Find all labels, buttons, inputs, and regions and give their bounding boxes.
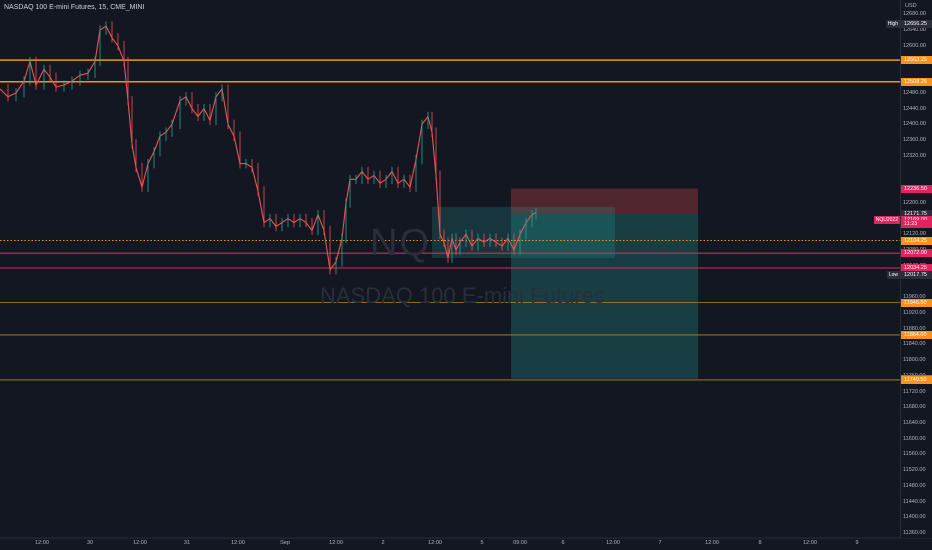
price-tag-side-label: NQU2022 — [873, 215, 900, 224]
price-tag: 12104.25 — [901, 236, 932, 245]
time-tick-label: 12:00 — [606, 540, 620, 546]
stop-zone — [511, 188, 698, 215]
time-tick-label: 12:00 — [329, 540, 343, 546]
price-tag: 11946.50 — [901, 298, 932, 307]
price-tag: 12034.25 — [901, 264, 932, 273]
price-tag: 12017.75 — [901, 270, 932, 279]
price-tag-side-label: Low — [886, 270, 900, 279]
price-tick-label: 11960.00 — [903, 294, 926, 301]
watermark-name: NASDAQ 100 E-mini Futures — [320, 283, 605, 308]
price-tag: 12656.25 — [901, 19, 932, 28]
price-tag: 11864.00 — [901, 330, 932, 339]
price-tag: 12508.25 — [901, 77, 932, 86]
price-tick-label: 11520.00 — [903, 467, 926, 474]
price-tag: 12072.00 — [901, 249, 932, 258]
price-tag: 12171.75 — [901, 210, 932, 218]
price-tick-label: 12600.00 — [903, 42, 926, 49]
time-tick-label: 31 — [183, 540, 191, 546]
price-tag-side-label: High — [885, 19, 900, 28]
time-tick-label: 12:00 — [231, 540, 245, 546]
time-tick-label: 6 — [561, 540, 565, 546]
price-tick-label: 12120.00 — [903, 231, 926, 238]
time-tick-label: 7 — [658, 540, 662, 546]
time-tick-label: 12:00 — [705, 540, 719, 546]
price-tick-label: 12440.00 — [903, 105, 926, 112]
price-tick-label: 11640.00 — [903, 419, 926, 426]
time-tick-label: 09:00 — [513, 540, 527, 546]
time-tick-label: 5 — [480, 540, 484, 546]
time-tick-label: 8 — [758, 540, 762, 546]
time-tick-label: Sep — [280, 540, 290, 546]
price-tick-label: 12480.00 — [903, 89, 926, 96]
price-tick-label: 11800.00 — [903, 357, 926, 364]
price-tick-label: 11680.00 — [903, 404, 926, 411]
price-tag: 11:23 — [901, 219, 932, 228]
time-tick-label: 2 — [381, 540, 385, 546]
time-tick-label: 30 — [86, 540, 94, 546]
price-tick-label: 11400.00 — [903, 514, 926, 521]
price-tick-label: 12360.00 — [903, 137, 926, 144]
price-tick-label: 12200.00 — [903, 199, 926, 206]
price-tick-label: 12640.00 — [903, 27, 926, 33]
currency-label: USD — [905, 3, 917, 9]
price-tick-label: 11600.00 — [903, 435, 926, 442]
price-tick-label: 11360.00 — [903, 530, 926, 536]
time-tick-label: 12:00 — [133, 540, 147, 546]
price-tick-label: 11560.00 — [903, 451, 926, 458]
price-tick-label: 11440.00 — [903, 498, 926, 505]
price-tick-label: 11480.00 — [903, 482, 926, 489]
price-tick-label: 11920.00 — [903, 309, 926, 316]
price-tag: 11749.50 — [901, 375, 932, 384]
price-tick-label: 11720.00 — [903, 388, 926, 395]
symbol-title: NASDAQ 100 E-mini Futures, 15, CME_MINI — [4, 4, 145, 11]
price-tick-label: 11880.00 — [903, 325, 926, 332]
watermark-ticker: NQ — [370, 222, 431, 264]
price-tick-label: 12320.00 — [903, 152, 926, 159]
price-line — [0, 25, 537, 271]
target-zone — [511, 214, 698, 379]
price-tag: 12563.25 — [901, 56, 932, 65]
time-tick-label: 12:00 — [803, 540, 817, 546]
price-tick-label: 12400.00 — [903, 121, 926, 128]
range-box — [432, 206, 615, 258]
price-tick-label: 12680.00 — [903, 11, 926, 18]
price-tag: 12236.50 — [901, 184, 932, 193]
time-tick-label: 12:00 — [428, 540, 442, 546]
time-tick-label: 9 — [855, 540, 859, 546]
time-tick-label: 12:00 — [35, 540, 49, 546]
price-tick-label: 11840.00 — [903, 341, 926, 348]
